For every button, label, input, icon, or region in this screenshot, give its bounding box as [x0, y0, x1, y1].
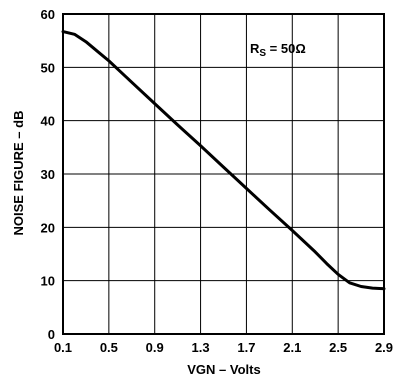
- x-axis-title: VGN – Volts: [187, 362, 260, 377]
- y-tick-label-0: 0: [48, 327, 55, 342]
- annotation-subscript: S: [259, 48, 266, 59]
- noise-figure-line: [61, 30, 386, 291]
- x-tick-label-2: 0.9: [146, 340, 164, 355]
- y-tick-label-2: 20: [41, 220, 55, 235]
- x-tick-label-1: 0.5: [100, 340, 118, 355]
- grid-lines: [62, 13, 385, 335]
- y-tick-label-4: 40: [41, 114, 55, 129]
- plot-frame: [62, 13, 385, 335]
- y-tick-label-1: 10: [41, 274, 55, 289]
- y-tick-label-5: 50: [41, 60, 55, 75]
- y-tick-label-3: 30: [41, 167, 55, 182]
- x-tick-label-0: 0.1: [54, 340, 72, 355]
- x-tick-label-7: 2.9: [375, 340, 393, 355]
- x-tick-label-3: 1.3: [192, 340, 210, 355]
- y-tick-label-6: 60: [41, 7, 55, 22]
- source-resistance-annotation: RS = 50Ω: [250, 41, 306, 59]
- x-tick-label-6: 2.5: [329, 340, 347, 355]
- annotation-value: = 50Ω: [266, 41, 306, 56]
- x-tick-labels: 0.1 0.5 0.9 1.3 1.7 2.1 2.5 2.9: [54, 340, 393, 355]
- y-tick-labels: 0 10 20 30 40 50 60: [41, 7, 55, 342]
- y-axis-title: NOISE FIGURE – dB: [11, 111, 26, 236]
- annotation-main: R: [250, 41, 260, 56]
- x-tick-label-4: 1.7: [237, 340, 255, 355]
- x-tick-label-5: 2.1: [283, 340, 301, 355]
